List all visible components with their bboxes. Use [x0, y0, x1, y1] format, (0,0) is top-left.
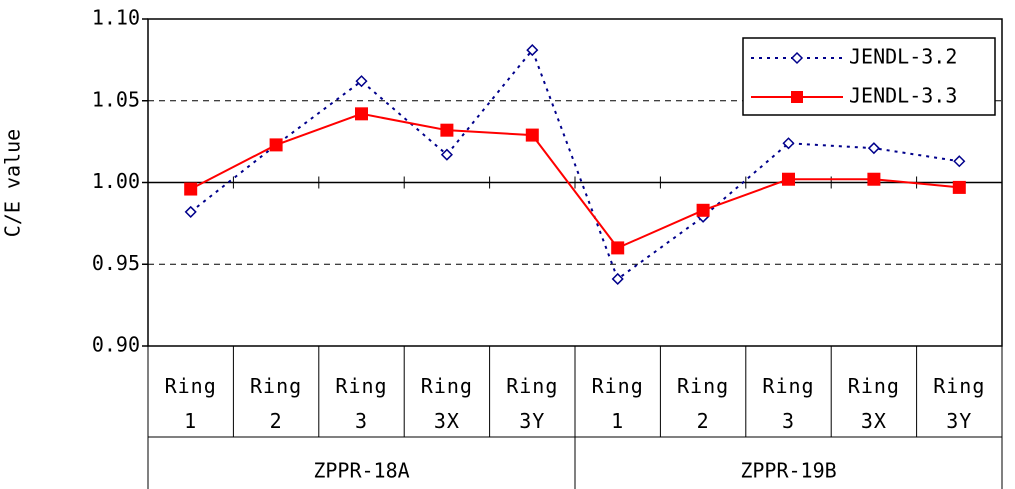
x-tick-label: Ring 1	[164, 374, 217, 433]
series-line	[190, 48, 960, 281]
legend-marker-group	[791, 91, 803, 103]
y-tick-label: 1.00	[92, 169, 140, 193]
group-label: ZPPR-19B	[740, 459, 836, 483]
marker	[611, 272, 624, 286]
legend-label: JENDL-3.3	[849, 84, 957, 108]
legend-box	[742, 37, 996, 116]
y-tick-label: 1.10	[92, 6, 140, 30]
marker	[440, 148, 453, 161]
x-tick-label: Ring 2	[250, 374, 303, 433]
marker	[611, 241, 625, 255]
x-tick-label: Ring 1	[591, 374, 644, 433]
series-line	[190, 112, 960, 250]
x-tick-label: Ring 3	[762, 374, 815, 433]
group-label: ZPPR-18A	[313, 459, 409, 483]
x-tick-label: Ring 3X	[420, 374, 473, 433]
y-axis-label: C/E value	[1, 129, 25, 237]
marker	[952, 180, 966, 194]
marker	[440, 123, 454, 137]
marker	[953, 155, 966, 168]
marker	[355, 107, 368, 121]
marker	[269, 138, 283, 152]
marker	[867, 142, 880, 155]
legend-marker	[791, 91, 803, 103]
x-tick-label: Ring 3X	[847, 374, 900, 433]
legend-marker-group	[790, 51, 804, 65]
legend-label: JENDL-3.2	[849, 45, 957, 69]
marker	[867, 172, 881, 186]
y-tick-label: 0.90	[92, 333, 140, 357]
marker	[782, 137, 795, 150]
marker	[355, 75, 368, 88]
marker	[525, 128, 539, 142]
x-tick-label: Ring 3Y	[933, 374, 986, 433]
marker	[184, 182, 198, 196]
y-tick-label: 0.95	[92, 251, 140, 275]
marker	[696, 203, 710, 217]
marker	[526, 44, 539, 57]
legend-marker	[790, 51, 804, 65]
x-tick-label: Ring 3Y	[506, 374, 559, 433]
marker	[782, 172, 795, 186]
y-tick-label: 1.05	[92, 87, 140, 111]
x-tick-label: Ring 3	[335, 374, 388, 433]
marker	[184, 205, 197, 218]
x-tick-label: Ring 2	[677, 374, 730, 433]
